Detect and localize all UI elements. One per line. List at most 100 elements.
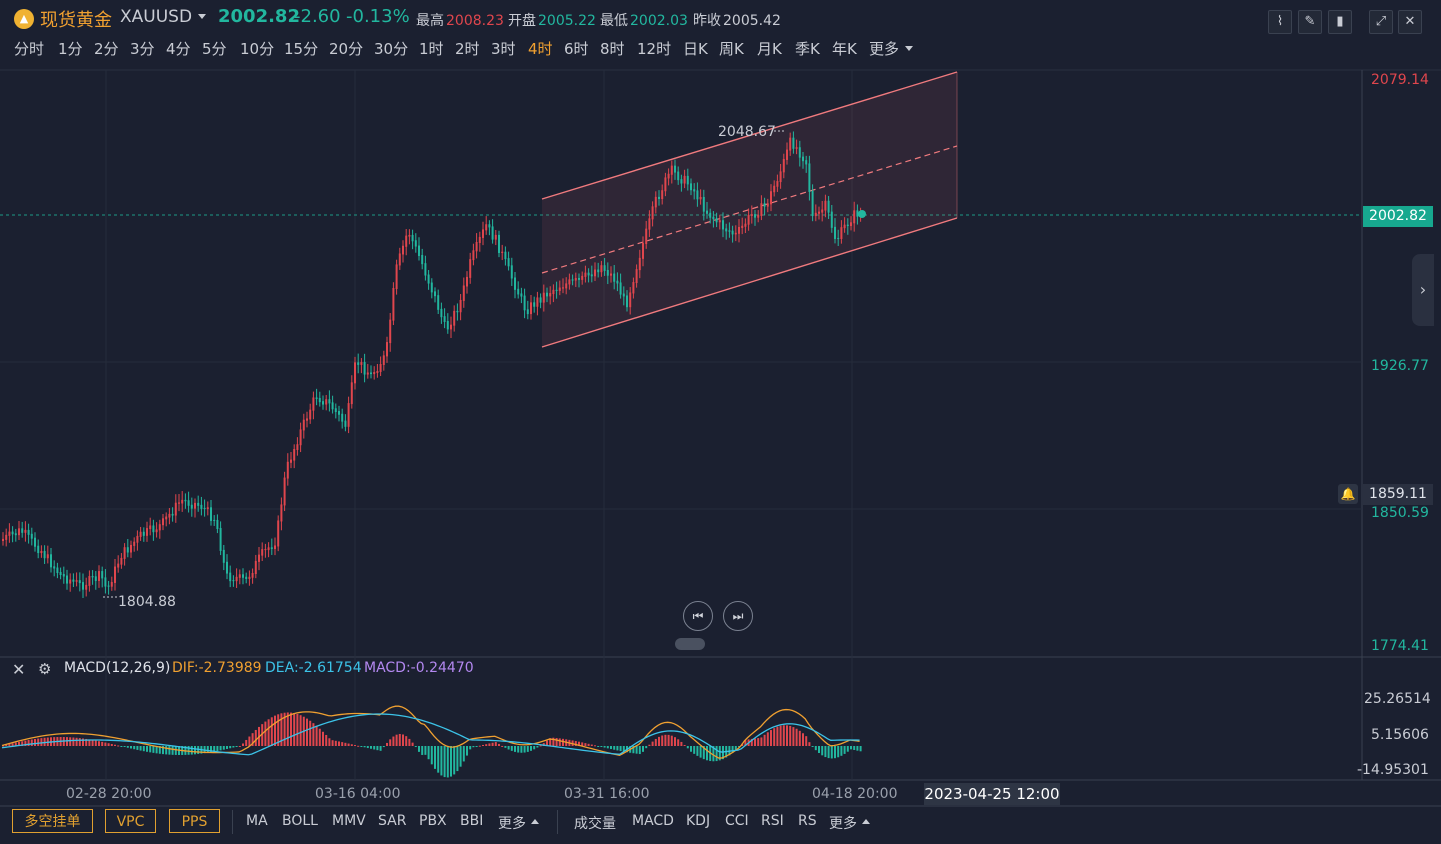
period-17[interactable]: 日K [683, 40, 708, 58]
candle-type-icon[interactable]: ▮ [1328, 10, 1352, 34]
period-10[interactable]: 1时 [419, 40, 444, 58]
close-macd-icon[interactable]: ✕ [12, 660, 26, 679]
candle-body [219, 527, 222, 551]
line-tool-icon[interactable]: ⌇ [1268, 10, 1292, 34]
macd-bar [802, 733, 804, 746]
macd-bar [264, 721, 267, 746]
skip-forward-icon[interactable]: ⏭ [723, 601, 753, 631]
period-21[interactable]: 年K [832, 40, 857, 58]
more-periods-icon[interactable] [905, 46, 913, 51]
crosshair-price-tag: 1859.11 [1363, 484, 1433, 505]
period-19[interactable]: 月K [757, 40, 782, 58]
indicator-MA[interactable]: MA [246, 813, 268, 829]
period-15[interactable]: 8时 [600, 40, 625, 58]
indicator-成交量[interactable]: 成交量 [574, 816, 616, 832]
vpc-button[interactable]: VPC [105, 809, 156, 833]
candle-body [149, 525, 152, 530]
candle-body [571, 279, 574, 281]
scroll-handle[interactable] [675, 638, 705, 650]
candle-body [373, 372, 376, 375]
symbol-dropdown-icon[interactable] [198, 14, 206, 19]
period-22[interactable]: 更多 [869, 40, 900, 58]
period-9[interactable]: 30分 [374, 40, 409, 58]
candle-body [325, 399, 328, 405]
macd-name: MACD(12,26,9) [64, 660, 171, 676]
indicator-BOLL[interactable]: BOLL [282, 813, 318, 829]
candle-body [197, 502, 200, 506]
indicator-MACD[interactable]: MACD [632, 813, 674, 829]
candle-body [466, 276, 468, 287]
indicator-SAR[interactable]: SAR [378, 813, 407, 829]
macd-bar [635, 746, 638, 754]
candle-body [677, 171, 680, 181]
candle-body [853, 210, 856, 224]
period-8[interactable]: 20分 [329, 40, 364, 58]
more-indicators-icon[interactable] [528, 813, 539, 829]
candle-body [2, 538, 4, 541]
period-3[interactable]: 3分 [130, 40, 155, 58]
macd-bar [386, 742, 388, 746]
candle-body [187, 500, 190, 506]
period-6[interactable]: 10分 [240, 40, 275, 58]
indicator-CCI[interactable]: CCI [725, 813, 749, 829]
candle-body [523, 295, 526, 311]
settings-icon[interactable]: ⚙ [38, 660, 52, 678]
candle-body [402, 245, 404, 255]
candle-body [210, 507, 212, 521]
bell-icon[interactable]: 🔔 [1338, 484, 1358, 504]
indicator-KDJ[interactable]: KDJ [686, 813, 711, 829]
period-1[interactable]: 1分 [58, 40, 83, 58]
low-value: 2002.03 [630, 13, 688, 29]
instrument-name[interactable]: 现货黄金 [40, 10, 112, 31]
candle-body [562, 287, 564, 289]
crosshair-time-tag: 2023-04-25 12:00 [924, 783, 1060, 805]
candle-body [274, 545, 276, 550]
period-20[interactable]: 季K [795, 40, 820, 58]
candle-body [725, 228, 728, 232]
pps-button[interactable]: PPS [169, 809, 220, 833]
period-14[interactable]: 6时 [564, 40, 589, 58]
macd-bar [757, 738, 760, 746]
macd-bar [776, 726, 779, 746]
macd-bar [168, 746, 171, 755]
macd-bar [206, 746, 209, 753]
candle-body [594, 269, 596, 277]
macd-bar [581, 742, 584, 746]
period-12[interactable]: 3时 [491, 40, 516, 58]
period-4[interactable]: 4分 [166, 40, 191, 58]
period-5[interactable]: 5分 [202, 40, 227, 58]
period-11[interactable]: 2时 [455, 40, 480, 58]
macd-bar [434, 746, 436, 769]
indicator-RS[interactable]: RS [798, 813, 817, 829]
more-indicators-icon[interactable] [859, 813, 870, 829]
candle-body [683, 175, 686, 184]
period-13[interactable]: 4时 [528, 40, 553, 58]
candle-body [398, 253, 401, 266]
close-icon[interactable]: ✕ [1398, 10, 1422, 34]
pen-tool-icon[interactable]: ✎ [1298, 10, 1322, 34]
fullscreen-icon[interactable]: ⤢ [1369, 10, 1393, 34]
indicator-BBI[interactable]: BBI [460, 813, 484, 829]
candle-body [459, 299, 462, 313]
macd-bar [91, 739, 94, 746]
order-button-duokong[interactable]: 多空挂单 [12, 809, 93, 833]
indicator-MMV[interactable]: MMV [332, 813, 366, 829]
period-0[interactable]: 分时 [14, 40, 45, 58]
expand-panel-button[interactable]: › [1412, 254, 1434, 326]
indicator-更多[interactable]: 更多 [829, 816, 857, 832]
indicator-更多[interactable]: 更多 [498, 816, 526, 832]
period-18[interactable]: 周K [719, 40, 744, 58]
macd-bar [126, 746, 129, 748]
instrument-symbol[interactable]: XAUUSD [120, 7, 193, 27]
indicator-RSI[interactable]: RSI [761, 813, 784, 829]
candle-body [258, 554, 260, 562]
indicator-PBX[interactable]: PBX [419, 813, 447, 829]
macd-bar [466, 746, 468, 756]
skip-back-icon[interactable]: ⏮ [683, 601, 713, 631]
period-16[interactable]: 12时 [637, 40, 672, 58]
period-7[interactable]: 15分 [284, 40, 319, 58]
candle-body [597, 269, 600, 273]
period-2[interactable]: 2分 [94, 40, 119, 58]
macd-bar [69, 737, 72, 746]
